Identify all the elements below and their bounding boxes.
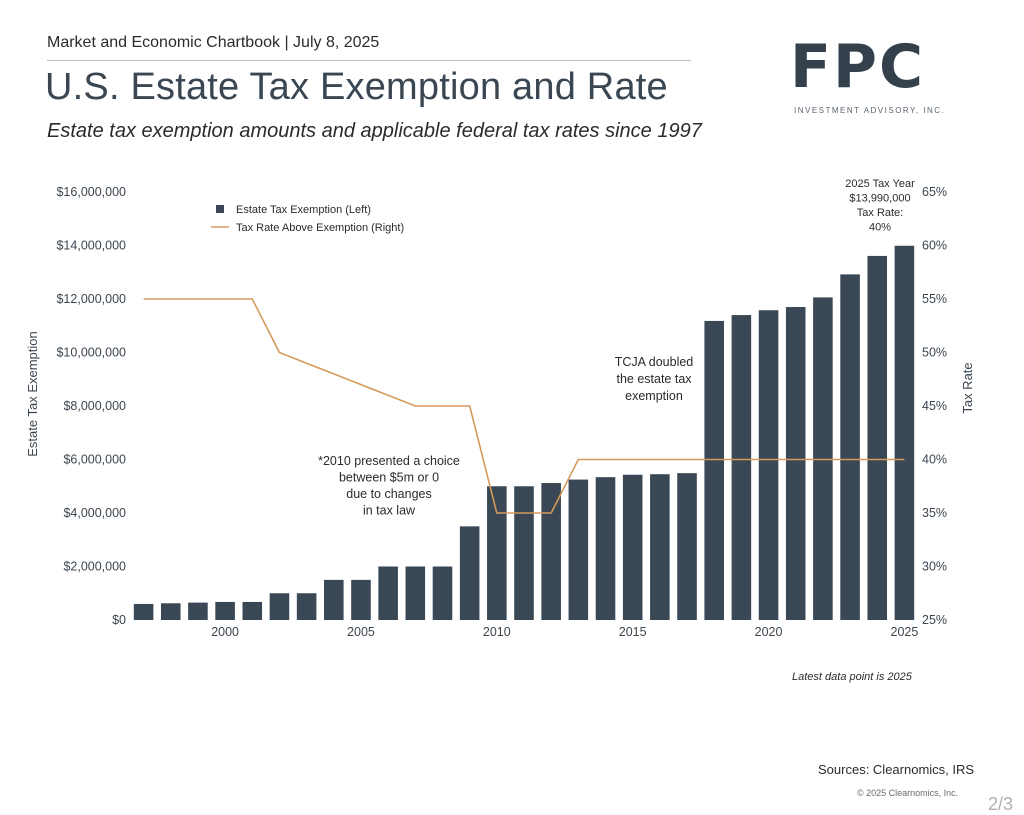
tcja-note-line: TCJA doubled: [615, 355, 694, 369]
estate-tax-chart: $0 $2,000,000 $4,000,000 $6,000,000 $8,000,0…: [25, 178, 975, 639]
exemption-bar: [160, 603, 181, 620]
exemption-bar: [351, 579, 371, 620]
chart-annotations: *2010 presented a choice between $5m or 0…: [318, 178, 915, 518]
right-tick-label: 50%: [922, 346, 947, 360]
exemption-bar: [405, 566, 426, 620]
exemption-bar: [459, 526, 480, 620]
page-subtitle: Estate tax exemption amounts and applica…: [47, 120, 702, 142]
right-axis-title: Tax Rate: [960, 362, 975, 413]
right-tick-label: 35%: [922, 506, 947, 520]
exemption-bar: [867, 255, 888, 620]
right-tick-label: 65%: [922, 185, 947, 199]
legend-line-label: Tax Rate Above Exemption (Right): [236, 222, 404, 234]
exemption-bar: [378, 566, 398, 620]
copyright-note: © 2025 Clearnomics, Inc.: [857, 788, 959, 798]
fpc-logo: FPC INVESTMENT ADVISORY, INC.: [790, 32, 965, 122]
left-tick-label: $14,000,000: [56, 239, 126, 253]
left-axis-title: Estate Tax Exemption: [25, 331, 40, 457]
left-tick-label: $6,000,000: [63, 453, 126, 467]
right-tick-label: 45%: [922, 399, 947, 413]
right-tick-label: 60%: [922, 239, 947, 253]
exemption-bar: [487, 486, 507, 620]
latest-data-note: Latest data point is 2025: [792, 671, 912, 683]
header-divider: [47, 60, 691, 61]
exemption-bar: [704, 320, 724, 620]
tcja-note-line: exemption: [625, 389, 683, 403]
exemption-bar: [188, 602, 208, 620]
x-axis: 2000 2005 2010 2015 2020 2025: [211, 625, 918, 639]
note-2010-line: due to changes: [346, 487, 432, 501]
right-tick-label: 25%: [922, 613, 947, 627]
latest-2025-note-line: 40%: [869, 222, 891, 234]
exemption-bar: [677, 473, 697, 620]
left-tick-label: $16,000,000: [56, 185, 126, 199]
x-tick-label: 2010: [483, 625, 511, 639]
logo-tagline: INVESTMENT ADVISORY, INC.: [794, 106, 946, 115]
note-2010-line: in tax law: [363, 504, 416, 518]
exemption-bar: [296, 593, 317, 620]
latest-2025-note-line: $13,990,000: [849, 193, 910, 205]
x-tick-label: 2005: [347, 625, 375, 639]
right-tick-label: 40%: [922, 453, 947, 467]
legend-bar-label: Estate Tax Exemption (Left): [236, 204, 371, 216]
x-tick-label: 2000: [211, 625, 239, 639]
latest-2025-note-line: 2025 Tax Year: [845, 178, 915, 190]
page-title: U.S. Estate Tax Exemption and Rate: [45, 66, 668, 108]
x-tick-label: 2025: [891, 625, 919, 639]
exemption-bar: [269, 593, 290, 620]
left-tick-label: $10,000,000: [56, 346, 126, 360]
chartbook-header: Market and Economic Chartbook | July 8, …: [47, 34, 380, 51]
left-axis: $0 $2,000,000 $4,000,000 $6,000,000 $8,000,0…: [56, 185, 126, 627]
exemption-bar: [215, 601, 235, 620]
exemption-bar: [785, 307, 806, 620]
exemption-bar: [324, 579, 344, 620]
x-tick-label: 2015: [619, 625, 647, 639]
exemption-bars: [133, 245, 915, 620]
left-tick-label: $4,000,000: [63, 506, 126, 520]
exemption-bar: [541, 483, 561, 620]
tax-rate-series-line: [143, 298, 905, 514]
exemption-bar: [568, 479, 589, 620]
right-axis: 25% 30% 35% 40% 45% 50% 55% 60% 65%: [922, 185, 947, 627]
note-2010-line: between $5m or 0: [339, 471, 439, 485]
right-tick-label: 30%: [922, 560, 947, 574]
exemption-bar: [758, 310, 779, 620]
chart-legend: Estate Tax Exemption (Left) Tax Rate Abov…: [211, 204, 404, 234]
latest-2025-note-line: Tax Rate:: [857, 207, 903, 219]
exemption-bar: [514, 486, 534, 620]
exemption-bar: [731, 315, 752, 620]
note-2010-line: *2010 presented a choice: [318, 454, 460, 468]
exemption-bar: [595, 477, 616, 620]
exemption-bar: [840, 274, 860, 620]
left-tick-label: $0: [112, 613, 126, 627]
tcja-note-line: the estate tax: [616, 372, 692, 386]
exemption-bar: [622, 474, 643, 620]
left-tick-label: $8,000,000: [63, 399, 126, 413]
left-tick-label: $12,000,000: [56, 292, 126, 306]
exemption-bar: [432, 566, 453, 620]
exemption-bar: [242, 601, 263, 620]
exemption-bar: [894, 245, 915, 620]
exemption-bar: [813, 297, 833, 620]
logo-wordmark: FPC: [790, 32, 925, 102]
left-tick-label: $2,000,000: [63, 560, 126, 574]
exemption-bar: [133, 603, 154, 620]
legend-bar-swatch: [216, 205, 224, 213]
right-tick-label: 55%: [922, 292, 947, 306]
tax-rate-line: [143, 298, 905, 514]
page-indicator[interactable]: 2/3: [988, 794, 1014, 814]
exemption-bar: [650, 474, 670, 620]
sources-note: Sources: Clearnomics, IRS: [818, 762, 975, 777]
x-tick-label: 2020: [755, 625, 783, 639]
